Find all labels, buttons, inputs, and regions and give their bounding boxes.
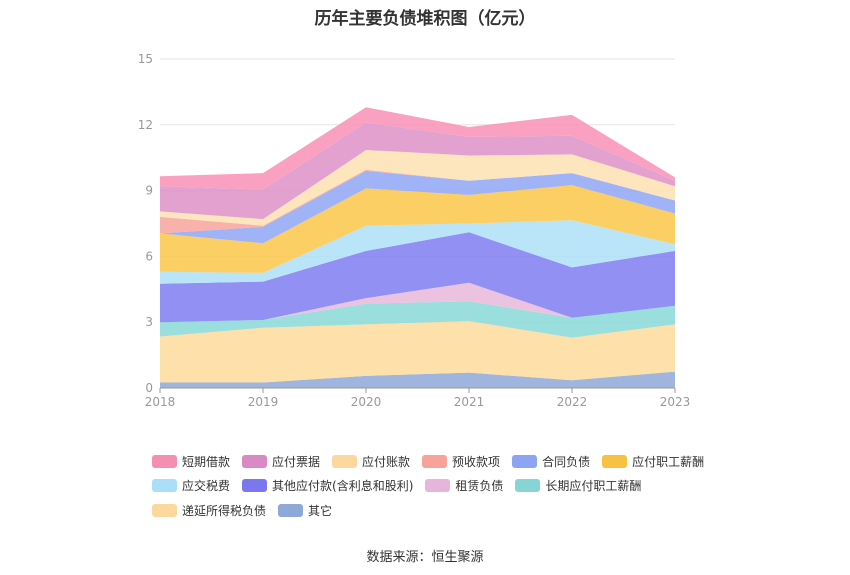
legend-item[interactable]: 应付账款 — [332, 453, 410, 470]
chart-title: 历年主要负债堆积图（亿元） — [314, 9, 536, 29]
x-tick-label: 2021 — [454, 395, 485, 409]
legend-item[interactable]: 其他应付款(含利息和股利) — [242, 477, 413, 494]
legend-item[interactable]: 长期应付职工薪酬 — [515, 477, 641, 494]
legend-item[interactable]: 应交税费 — [152, 477, 230, 494]
legend-item[interactable]: 应付票据 — [242, 453, 320, 470]
legend-label: 应交税费 — [182, 479, 231, 494]
legend-label: 递延所得税负债 — [182, 503, 267, 518]
area-series-合同负债 — [160, 170, 675, 244]
area-series-其它 — [160, 371, 675, 388]
legend-label: 应付票据 — [272, 454, 321, 469]
legend-swatch — [602, 454, 628, 468]
y-tick-label: 0 — [145, 381, 153, 395]
area-series-短期借款 — [160, 107, 675, 190]
legend-item[interactable]: 其它 — [278, 502, 332, 519]
area-series-应付账款 — [160, 150, 675, 226]
legend-item[interactable]: 租赁负债 — [425, 477, 503, 494]
legend-label: 合同负债 — [542, 454, 591, 469]
legend-label: 应付账款 — [362, 454, 411, 469]
legend-item[interactable]: 合同负债 — [512, 453, 590, 470]
legend-label: 短期借款 — [182, 454, 231, 469]
area-series-长期应付职工薪酬 — [160, 301, 675, 338]
legend-swatch — [152, 503, 177, 517]
legend-label: 应付职工薪酬 — [632, 454, 705, 469]
legend: 短期借款 应付票据 应付账款 预收款项 合同负债 应付职工薪酬应交税费 其他应付款(含利息和… — [152, 449, 732, 523]
area-series-应付职工薪酬 — [160, 185, 675, 273]
legend-swatch — [332, 454, 358, 468]
data-source: 数据来源：恒生聚源 — [366, 550, 484, 565]
legend-row: 应交税费 其他应付款(含利息和股利) 租赁负债 长期应付职工薪酬 — [152, 474, 732, 499]
x-tick-label: 2019 — [248, 395, 279, 409]
area-series — [160, 107, 675, 388]
legend-swatch — [242, 479, 268, 493]
y-tick-label: 9 — [145, 184, 153, 198]
area-series-预收款项 — [160, 169, 675, 234]
legend-item[interactable]: 短期借款 — [152, 453, 230, 470]
legend-label: 长期应付职工薪酬 — [545, 479, 642, 494]
area-series-租赁负债 — [160, 282, 675, 323]
legend-swatch — [425, 479, 451, 493]
y-tick-label: 6 — [145, 249, 153, 263]
y-tick-label: 3 — [145, 315, 153, 329]
area-series-递延所得税负债 — [160, 321, 675, 383]
area-series-应交税费 — [160, 220, 675, 284]
legend-swatch — [422, 454, 448, 468]
area-series-应付票据 — [160, 122, 675, 220]
y-tick-label: 12 — [138, 118, 153, 132]
legend-swatch — [512, 454, 538, 468]
legend-label: 预收款项 — [452, 454, 501, 469]
x-axis: 2018 2019 2020 2021 2022 2023 — [145, 387, 691, 409]
legend-item[interactable]: 递延所得税负债 — [152, 502, 266, 519]
legend-item[interactable]: 应付职工薪酬 — [602, 453, 704, 470]
legend-row: 递延所得税负债 其它 — [152, 498, 732, 523]
y-tick-label: 15 — [138, 52, 153, 66]
legend-swatch — [242, 454, 268, 468]
legend-item[interactable]: 预收款项 — [422, 453, 500, 470]
x-tick-label: 2020 — [351, 395, 382, 409]
legend-swatch — [278, 503, 304, 517]
y-axis: 0 3 6 9 12 15 — [138, 52, 153, 395]
legend-label: 其他应付款(含利息和股利) — [272, 479, 414, 494]
x-tick-label: 2023 — [660, 395, 691, 409]
legend-swatch — [152, 454, 177, 468]
legend-label: 其它 — [308, 503, 333, 518]
legend-row: 短期借款 应付票据 应付账款 预收款项 合同负债 应付职工薪酬 — [152, 449, 732, 474]
area-series-其他应付款(含利息和股利) — [160, 232, 675, 323]
x-tick-label: 2018 — [145, 395, 176, 409]
legend-swatch — [515, 479, 541, 493]
legend-swatch — [152, 479, 177, 493]
x-tick-label: 2022 — [557, 395, 588, 409]
legend-label: 租赁负债 — [455, 479, 504, 494]
